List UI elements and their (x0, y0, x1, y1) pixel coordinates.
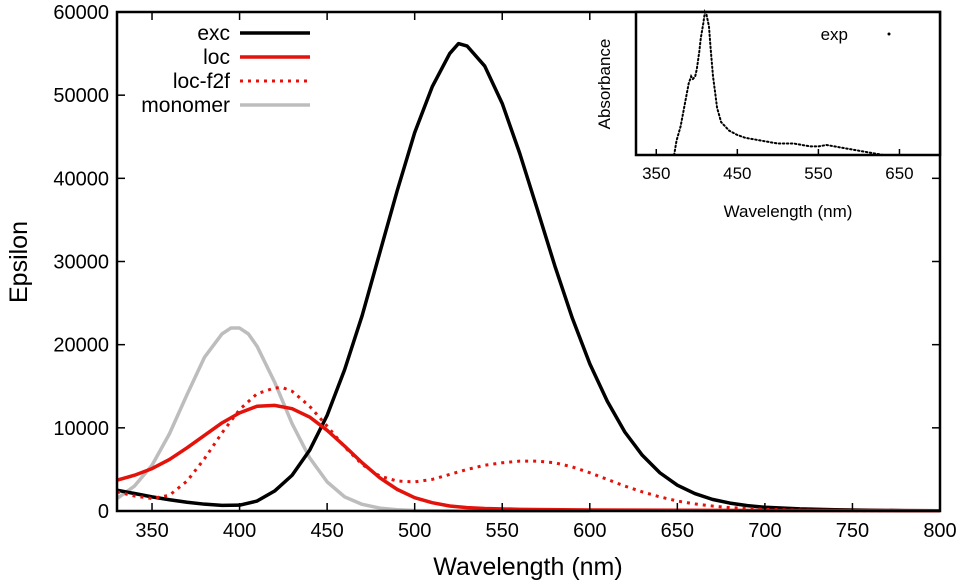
y-tick-label-20000: 20000 (53, 335, 109, 357)
y-tick-label-40000: 40000 (53, 168, 109, 190)
x-tick-label-700: 700 (748, 520, 781, 542)
inset-series-group (673, 8, 885, 156)
series-line-monomer (115, 326, 590, 513)
legend-label-loc-f2f: loc-f2f (173, 70, 230, 93)
inset-legend: exp (821, 25, 891, 44)
series-line-exc (116, 41, 941, 513)
inset-legend-swatch-exp (887, 32, 891, 36)
y-axis-title: Epsilon (5, 221, 33, 303)
y-tick-label-10000: 10000 (53, 418, 109, 440)
inset-ticks-group: 350 450 550 650 (642, 149, 914, 183)
x-tick-label-500: 500 (398, 520, 431, 542)
y-tick-label-0: 0 (98, 501, 109, 523)
inset-x-tick-label-450: 450 (723, 164, 751, 183)
x-tick-label-400: 400 (223, 520, 256, 542)
x-tick-label-450: 450 (310, 520, 343, 542)
x-tick-label-650: 650 (661, 520, 694, 542)
series-line-loc-f2f (116, 386, 941, 513)
inset-x-axis-title: Wavelength (nm) (724, 202, 853, 221)
inset-plot-frame (634, 10, 942, 157)
legend-label-exc: exc (197, 22, 230, 45)
x-tick-label-750: 750 (836, 520, 869, 542)
y-tick-label-50000: 50000 (53, 85, 109, 107)
inset-plot: 350 450 550 650 Wavelength (nm) Absorbance … (595, 8, 942, 221)
x-tick-label-550: 550 (486, 520, 519, 542)
x-tick-label-800: 800 (923, 520, 956, 542)
inset-legend-label-exp: exp (821, 25, 848, 44)
x-tick-label-350: 350 (135, 520, 168, 542)
x-axis-title: Wavelength (nm) (433, 553, 622, 581)
inset-background (636, 12, 940, 155)
x-tick-label-600: 600 (573, 520, 606, 542)
inset-series-line-exp (673, 8, 885, 156)
main-ticks-group: 350 400 450 500 550 600 650 700 750 800 0 10000 2000… (53, 2, 956, 542)
inset-x-tick-label-550: 550 (804, 164, 832, 183)
main-plot: 350 400 450 500 550 600 650 700 750 800 0 10000 2000… (5, 2, 957, 581)
inset-x-tick-label-350: 350 (642, 164, 670, 183)
y-tick-label-60000: 60000 (53, 2, 109, 24)
series-line-loc (116, 403, 941, 513)
y-tick-label-30000: 30000 (53, 252, 109, 274)
legend-label-loc: loc (203, 46, 230, 69)
inset-y-axis-title: Absorbance (595, 39, 614, 130)
legend-label-monomer: monomer (141, 94, 230, 117)
inset-x-tick-label-650: 650 (885, 164, 913, 183)
